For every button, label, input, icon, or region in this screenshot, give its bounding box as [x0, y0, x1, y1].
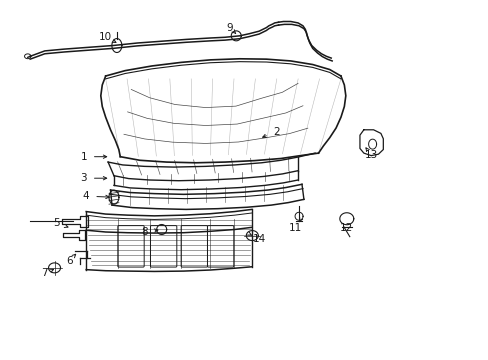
Text: 1: 1	[80, 152, 87, 162]
Text: 13: 13	[364, 150, 377, 160]
Text: 5: 5	[54, 218, 60, 228]
Text: 10: 10	[99, 32, 112, 41]
Text: 9: 9	[226, 23, 233, 33]
Text: 8: 8	[141, 227, 148, 237]
Text: 4: 4	[82, 191, 89, 201]
Text: 6: 6	[66, 256, 72, 266]
Text: 12: 12	[340, 224, 353, 233]
Text: 2: 2	[272, 127, 279, 136]
Text: 3: 3	[80, 173, 87, 183]
Text: 7: 7	[41, 268, 48, 278]
Text: 11: 11	[288, 224, 302, 233]
Text: 14: 14	[252, 234, 265, 244]
